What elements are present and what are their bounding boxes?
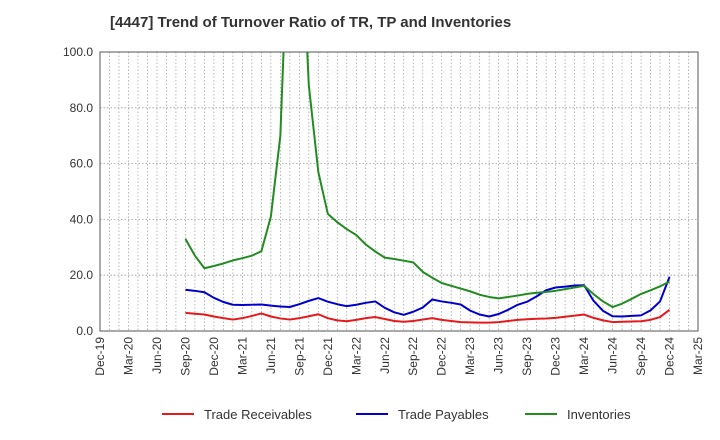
legend-label: Trade Payables [398, 407, 489, 422]
series-layer [184, 52, 671, 324]
legend-label: Trade Receivables [204, 407, 312, 422]
x-tick-label: Jun-21 [264, 337, 278, 374]
x-tick-label: Mar-24 [577, 337, 591, 375]
x-tick-label: Sep-20 [178, 337, 192, 376]
x-tick-label: Mar-23 [463, 337, 477, 375]
x-tick-label: Jun-23 [492, 337, 506, 374]
x-tick-label: Dec-24 [663, 337, 677, 376]
x-tick-label: Sep-24 [634, 337, 648, 376]
y-tick-label: 80.0 [70, 101, 94, 115]
x-tick-label: Jun-22 [378, 337, 392, 374]
legend-label: Inventories [567, 407, 631, 422]
x-tick-label: Dec-19 [93, 337, 107, 376]
series-line-trade-payables [185, 276, 671, 318]
x-tick-label: Jun-20 [150, 337, 164, 374]
y-tick-label: 40.0 [70, 212, 94, 226]
legend: Trade Receivables Trade Payables Inventori… [162, 407, 631, 422]
x-tick-label: Dec-21 [321, 337, 335, 376]
x-axis-tick-labels: Dec-19 Mar-20 Jun-20 Sep-20 Dec-20 Mar-21 Jun-… [93, 337, 705, 376]
y-axis-tick-labels: 0.0 20.0 40.0 60.0 80.0 100.0 [63, 45, 93, 338]
x-tick-label: Sep-22 [406, 337, 420, 376]
chart-title: [4447] Trend of Turnover Ratio of TR, TP… [110, 14, 512, 31]
grid-layer [100, 52, 698, 331]
x-tick-label: Mar-25 [691, 337, 705, 375]
plot-border [99, 51, 699, 332]
series-line-inventories [184, 52, 670, 309]
series-line-trade-receivables [185, 309, 671, 324]
x-tick-label: Sep-21 [292, 337, 306, 376]
x-tick-label: Mar-21 [235, 337, 249, 375]
x-tick-label: Sep-23 [520, 337, 534, 376]
x-tick-label: Mar-20 [121, 337, 135, 375]
x-tick-label: Mar-22 [349, 337, 363, 375]
y-tick-label: 60.0 [70, 157, 94, 171]
x-tick-label: Dec-23 [549, 337, 563, 376]
y-tick-label: 0.0 [76, 324, 93, 338]
x-tick-label: Dec-22 [435, 337, 449, 376]
y-tick-label: 20.0 [70, 268, 94, 282]
y-tick-label: 100.0 [63, 45, 93, 59]
x-tick-label: Dec-20 [207, 337, 221, 376]
x-tick-label: Jun-24 [606, 337, 620, 374]
